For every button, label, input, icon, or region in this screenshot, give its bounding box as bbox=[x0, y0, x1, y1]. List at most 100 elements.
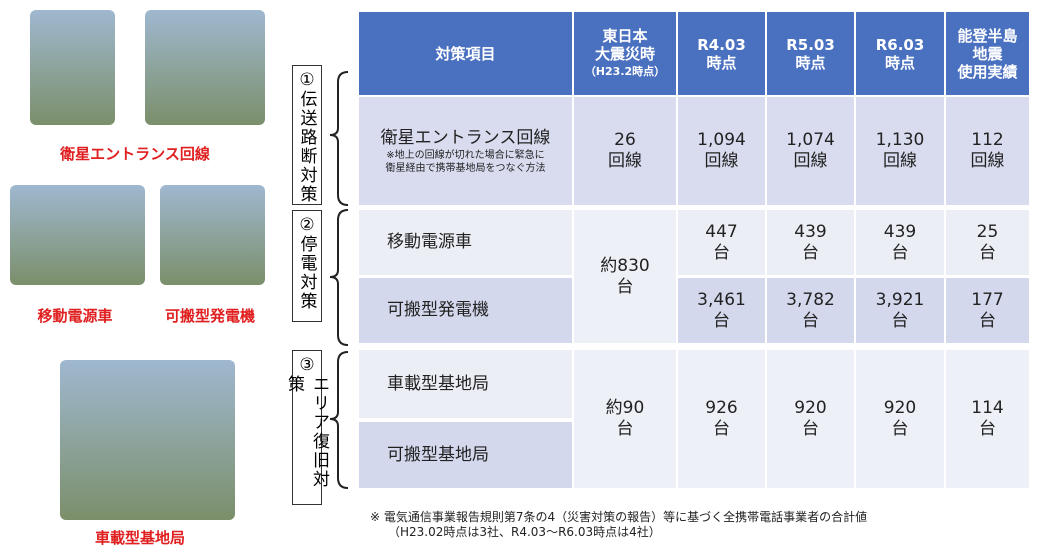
value-cell: 447台 bbox=[678, 210, 765, 275]
cell-text: 439 bbox=[884, 222, 916, 243]
item-cell: 可搬型基地局 bbox=[359, 422, 572, 488]
cell-text: 台 bbox=[979, 419, 996, 440]
cell-text: 3,461 bbox=[697, 290, 746, 311]
footnote-line: ※ 電気通信事業報告規則第7条の4（災害対策の報告）等に基づく全携帯電話事業者の… bbox=[370, 510, 867, 525]
cell-text: 台 bbox=[713, 311, 730, 332]
photo bbox=[145, 10, 265, 125]
cell-text: 114 bbox=[971, 398, 1003, 419]
bracket bbox=[330, 352, 348, 488]
cell-text: 回線 bbox=[705, 151, 739, 172]
cell-text: 25 bbox=[977, 222, 999, 243]
group-label: ①伝送路断対策 bbox=[292, 65, 322, 205]
cell-text: 使用実績 bbox=[957, 63, 1017, 81]
photo bbox=[160, 185, 265, 285]
cell-text: 3,782 bbox=[786, 290, 835, 311]
item-text: 可搬型基地局 bbox=[387, 445, 489, 466]
cell-text: 時点 bbox=[885, 54, 915, 72]
bracket bbox=[330, 72, 348, 205]
cell-text: 1,130 bbox=[876, 130, 925, 151]
photo-label: 移動電源車 bbox=[15, 305, 135, 326]
cell-text: 920 bbox=[884, 398, 916, 419]
footnote-line: （H23.02時点は3社、R4.03～R6.03時点は4社） bbox=[370, 525, 867, 540]
cell-text: 約830 bbox=[600, 256, 649, 277]
photo bbox=[60, 360, 235, 520]
cell-text: 地震 bbox=[972, 45, 1002, 63]
footnote: ※ 電気通信事業報告規則第7条の4（災害対策の報告）等に基づく全携帯電話事業者の… bbox=[370, 510, 867, 540]
group-number: ② bbox=[299, 215, 314, 235]
photo-label: 可搬型発電機 bbox=[150, 305, 270, 326]
cell-text: R6.03 bbox=[876, 36, 925, 54]
cell-text: 時点 bbox=[795, 54, 825, 72]
cell-text: 対策項目 bbox=[435, 45, 495, 63]
cell-text: 3,921 bbox=[876, 290, 925, 311]
bracket bbox=[330, 210, 348, 345]
cell-text: 時点 bbox=[706, 54, 736, 72]
cell-text: （H23.2時点） bbox=[585, 63, 665, 81]
item-note: ※地上の回線が切れた場合に緊急に bbox=[386, 149, 544, 162]
cell-text: 台 bbox=[802, 419, 819, 440]
item-cell: 移動電源車 bbox=[359, 210, 572, 275]
cell-text: 台 bbox=[892, 243, 909, 264]
photo bbox=[10, 185, 145, 285]
group-number: ③ bbox=[299, 355, 314, 375]
photo bbox=[30, 10, 115, 125]
item-cell: 車載型基地局 bbox=[359, 350, 572, 418]
cell-text: 台 bbox=[892, 311, 909, 332]
photo-label: 車載型基地局 bbox=[60, 527, 220, 547]
cell-text: 920 bbox=[794, 398, 826, 419]
cell-text: 1,094 bbox=[697, 130, 746, 151]
item-text: 衛星エントランス回線 bbox=[381, 128, 551, 149]
group-text: 伝送路断対策 bbox=[295, 90, 320, 204]
cell-text: 大震災時 bbox=[595, 45, 655, 63]
header-cell: 東日本大震災時（H23.2時点） bbox=[574, 12, 676, 95]
cell-text: R5.03 bbox=[786, 36, 835, 54]
cell-text: 台 bbox=[979, 311, 996, 332]
cell-text: 回線 bbox=[794, 151, 828, 172]
cell-text: 台 bbox=[979, 243, 996, 264]
cell-text: 112 bbox=[971, 130, 1003, 151]
cell-text: 台 bbox=[617, 277, 634, 298]
cell-text: 回線 bbox=[608, 151, 642, 172]
header-cell: 対策項目 bbox=[359, 12, 572, 95]
cell-text: 台 bbox=[892, 419, 909, 440]
cell-text: 台 bbox=[617, 419, 634, 440]
cell-text: 約90 bbox=[606, 398, 645, 419]
cell-text: 439 bbox=[794, 222, 826, 243]
cell-text: 1,074 bbox=[786, 130, 835, 151]
item-text: 車載型基地局 bbox=[387, 374, 489, 395]
cell-text: 926 bbox=[705, 398, 737, 419]
item-text: 可搬型発電機 bbox=[387, 300, 489, 321]
header-cell: 能登半島地震使用実績 bbox=[946, 12, 1029, 95]
cell-text: 東日本 bbox=[602, 27, 647, 45]
item-cell: 衛星エントランス回線※地上の回線が切れた場合に緊急に衛星経由で携帯基地局をつなぐ… bbox=[359, 97, 572, 205]
photo-label: 衛星エントランス回線 bbox=[35, 143, 235, 164]
group-text: エリア復旧対策 bbox=[282, 375, 332, 504]
cell-text: 台 bbox=[713, 419, 730, 440]
cell-text: 回線 bbox=[883, 151, 917, 172]
cell-text: 台 bbox=[713, 243, 730, 264]
page: 衛星エントランス回線 移動電源車 可搬型発電機 車載型基地局 ※ 電気通信事業報… bbox=[0, 0, 1041, 547]
group-text: 停電対策 bbox=[295, 235, 320, 311]
cell-text: 177 bbox=[971, 290, 1003, 311]
cell-text: R4.03 bbox=[697, 36, 746, 54]
value-cell: 26回線 bbox=[574, 97, 676, 205]
